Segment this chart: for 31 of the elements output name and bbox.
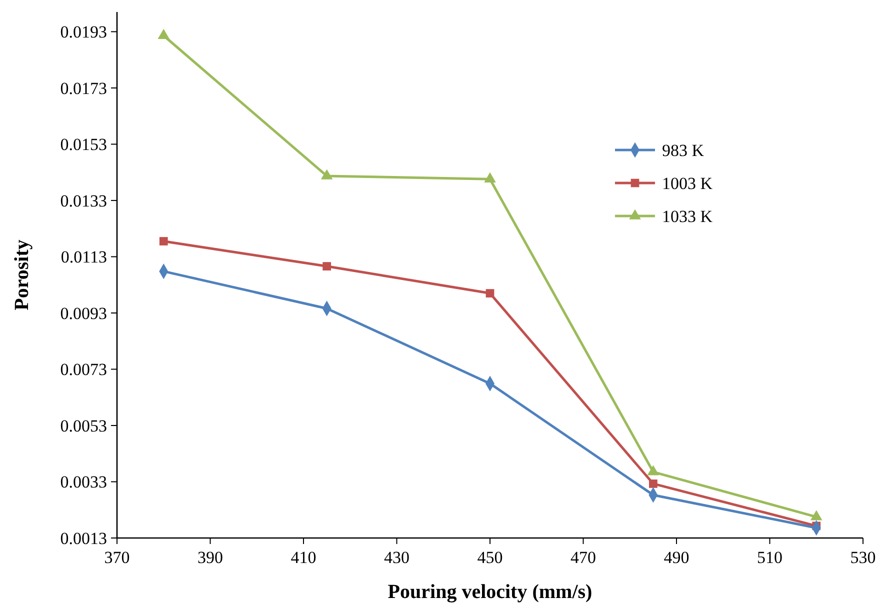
point bbox=[320, 169, 333, 180]
point bbox=[649, 480, 658, 488]
y-tick-label: 0.0033 bbox=[60, 472, 107, 492]
y-tick-label: 0.0113 bbox=[60, 248, 107, 267]
y-tick-label: 0.0013 bbox=[60, 528, 107, 548]
point bbox=[159, 237, 168, 246]
y-tick-label: 0.0173 bbox=[60, 78, 107, 98]
point bbox=[486, 289, 494, 298]
y-tick-label: 0.0193 bbox=[60, 22, 107, 42]
point bbox=[158, 28, 170, 40]
y-tick-label: 0.0133 bbox=[60, 191, 107, 210]
x-tick-label: 530 bbox=[850, 548, 876, 567]
x-tick-label: 390 bbox=[198, 548, 223, 567]
x-axis-title: Pouring velocity (mm/s) bbox=[388, 581, 592, 603]
x-tick-label: 430 bbox=[384, 548, 410, 567]
x-tick-label: 450 bbox=[477, 548, 503, 567]
y-tick-label: 0.0073 bbox=[60, 360, 107, 380]
legend-label: 983 K bbox=[662, 140, 705, 160]
x-tick-label: 410 bbox=[290, 548, 316, 567]
y-tick-label: 0.0153 bbox=[60, 135, 107, 154]
y-tick-label: 0.0053 bbox=[60, 416, 107, 436]
legend-label: 1003 K bbox=[662, 174, 714, 193]
y-axis-title: Porosity bbox=[11, 240, 33, 310]
y-tick-label: 0.0093 bbox=[60, 304, 107, 323]
x-tick-label: 510 bbox=[757, 548, 782, 567]
x-tick-label: 490 bbox=[664, 548, 690, 567]
point bbox=[322, 262, 331, 270]
x-tick-label: 470 bbox=[570, 548, 596, 567]
x-tick-label: 370 bbox=[104, 548, 130, 567]
point bbox=[484, 172, 496, 182]
legend-label: 1033 K bbox=[662, 206, 714, 226]
